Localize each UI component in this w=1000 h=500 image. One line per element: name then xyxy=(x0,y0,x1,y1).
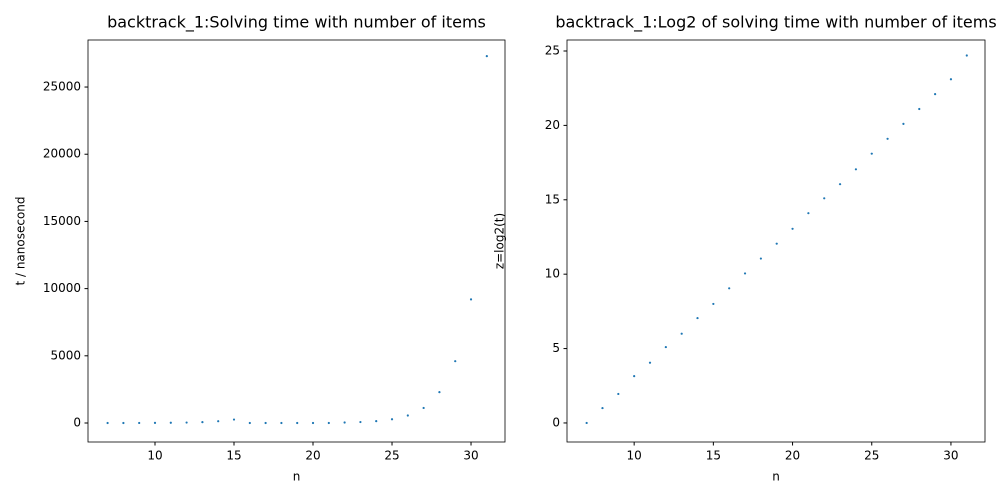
point xyxy=(106,421,109,425)
x-tick-label: 30 xyxy=(463,449,478,463)
point xyxy=(406,414,409,417)
y-tick-label: 10 xyxy=(545,267,560,281)
axes-frame xyxy=(566,39,986,443)
point xyxy=(248,421,251,425)
point xyxy=(712,302,715,306)
point xyxy=(422,406,425,410)
point xyxy=(311,421,315,425)
point xyxy=(185,421,188,424)
x-tick-label: 10 xyxy=(147,449,162,463)
point xyxy=(601,406,604,410)
point xyxy=(902,122,905,126)
point xyxy=(743,272,747,275)
point xyxy=(680,332,683,335)
point xyxy=(664,345,667,349)
point xyxy=(232,418,236,421)
axes-frame xyxy=(87,39,506,443)
x-tick-label: 30 xyxy=(943,449,958,463)
y-tick-label: 10000 xyxy=(43,281,81,295)
y-axis-label: z=log2(t) xyxy=(493,213,507,269)
point xyxy=(169,421,172,424)
point xyxy=(617,392,620,396)
point xyxy=(122,421,125,425)
point xyxy=(823,197,826,200)
y-tick-label: 25 xyxy=(545,44,560,58)
point xyxy=(728,287,731,290)
x-axis-label: n xyxy=(772,470,780,484)
point xyxy=(201,421,204,424)
x-tick-label: 20 xyxy=(785,449,800,463)
point xyxy=(696,316,699,320)
y-tick-label: 15 xyxy=(545,192,560,206)
point xyxy=(217,420,220,423)
y-tick-label: 15000 xyxy=(43,214,81,228)
point xyxy=(918,107,921,111)
point xyxy=(153,421,157,424)
y-tick-label: 0 xyxy=(552,415,560,429)
x-axis-label: n xyxy=(293,470,301,484)
point xyxy=(264,421,267,425)
y-tick-label: 20 xyxy=(545,118,560,132)
x-tick-label: 10 xyxy=(627,449,642,463)
point xyxy=(965,54,968,57)
point xyxy=(585,421,588,425)
point xyxy=(296,421,299,425)
point xyxy=(949,78,953,81)
y-tick-label: 5 xyxy=(552,341,560,355)
point xyxy=(934,93,937,96)
point xyxy=(791,227,794,230)
chart-title: backtrack_1:Log2 of solving time with nu… xyxy=(555,13,996,33)
y-tick-label: 5000 xyxy=(50,348,81,362)
y-tick-label: 25000 xyxy=(43,80,81,94)
point xyxy=(854,168,858,171)
y-tick-label: 20000 xyxy=(43,147,81,161)
x-tick-label: 20 xyxy=(305,449,320,463)
point xyxy=(469,298,473,301)
point xyxy=(886,137,889,140)
point xyxy=(280,421,283,425)
point xyxy=(838,183,842,186)
point xyxy=(648,361,652,364)
x-tick-label: 25 xyxy=(384,449,399,463)
point xyxy=(375,420,378,423)
point xyxy=(870,152,873,155)
chart-title: backtrack_1:Solving time with number of … xyxy=(107,13,486,33)
point xyxy=(759,257,762,260)
x-tick-label: 15 xyxy=(226,449,241,463)
point xyxy=(138,421,141,425)
point xyxy=(807,212,810,215)
point xyxy=(343,421,346,424)
point xyxy=(775,242,778,245)
point xyxy=(359,420,362,424)
point xyxy=(485,55,488,58)
x-tick-label: 15 xyxy=(706,449,721,463)
x-tick-label: 25 xyxy=(864,449,879,463)
point xyxy=(327,421,330,425)
point xyxy=(633,374,636,378)
y-axis-label: t / nanosecond xyxy=(14,196,28,285)
point xyxy=(454,360,457,363)
point xyxy=(390,418,394,421)
y-tick-label: 0 xyxy=(73,415,81,429)
point xyxy=(438,390,441,394)
